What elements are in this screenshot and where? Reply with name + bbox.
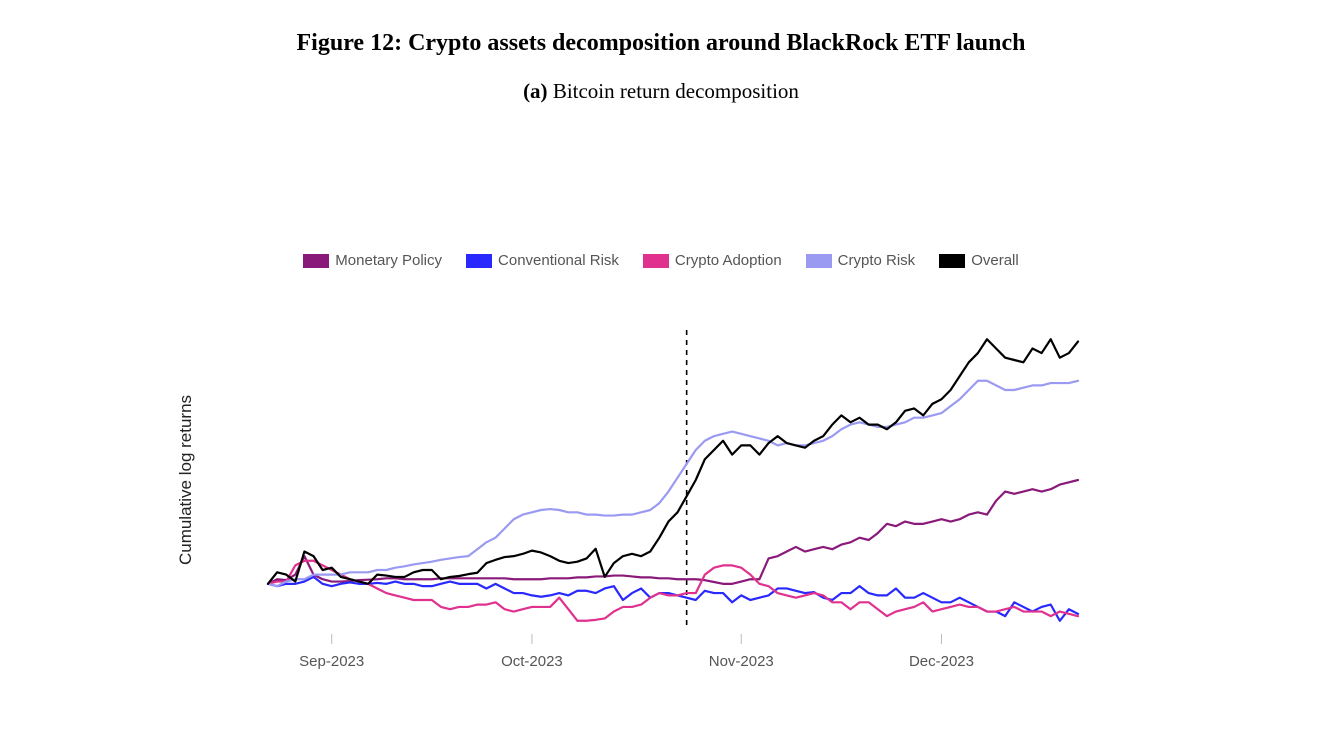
figure-title-text: Crypto assets decomposition around Black… (408, 30, 1025, 56)
chart-plot-area: 0.00.20.4Sep-2023Oct-2023Nov-2023Dec-202… (260, 320, 1090, 640)
series-line (268, 577, 1078, 621)
panel-title-text: Bitcoin return decomposition (553, 79, 799, 103)
legend-label: Crypto Adoption (675, 252, 782, 269)
svg-text:Oct-2023: Oct-2023 (501, 653, 563, 670)
svg-text:Dec-2023: Dec-2023 (909, 653, 974, 670)
legend-swatch (466, 254, 492, 268)
legend-label: Overall (971, 252, 1019, 269)
legend-label: Crypto Risk (838, 252, 916, 269)
svg-text:Nov-2023: Nov-2023 (709, 653, 774, 670)
legend-label: Monetary Policy (335, 252, 442, 269)
figure-number: Figure 12: (297, 30, 403, 56)
svg-text:Sep-2023: Sep-2023 (299, 653, 364, 670)
legend-swatch (806, 254, 832, 268)
legend: Monetary Policy Conventional Risk Crypto A… (0, 252, 1322, 269)
legend-label: Conventional Risk (498, 252, 619, 269)
legend-item: Monetary Policy (303, 252, 442, 269)
series-line (268, 381, 1078, 586)
figure-title: Figure 12: Crypto assets decomposition a… (0, 0, 1322, 57)
legend-item: Overall (939, 252, 1019, 269)
panel-subtitle: (a) Bitcoin return decomposition (0, 57, 1322, 104)
legend-swatch (939, 254, 965, 268)
legend-swatch (303, 254, 329, 268)
legend-item: Conventional Risk (466, 252, 619, 269)
legend-swatch (643, 254, 669, 268)
legend-item: Crypto Risk (806, 252, 916, 269)
y-axis-label: Cumulative log returns (176, 395, 196, 565)
panel-label: (a) (523, 79, 548, 103)
legend-item: Crypto Adoption (643, 252, 782, 269)
series-line (268, 339, 1078, 584)
